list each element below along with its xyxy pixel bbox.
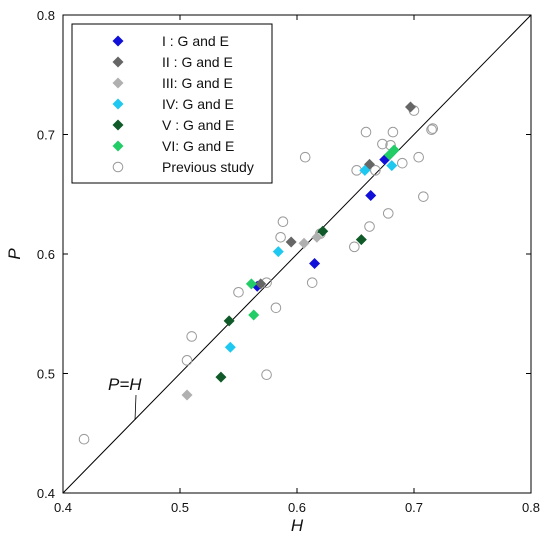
previous-study-point [370,165,381,176]
previous-study-point [377,138,388,150]
data-point [223,315,235,327]
previous-study-point [387,126,399,138]
legend-marker [112,119,124,131]
legend: I : G and E II : G and E III: G and E IV: G… [71,23,273,184]
data-point [388,144,400,156]
previous-study-point [413,151,424,163]
data-point [309,258,321,270]
data-point [317,225,329,237]
previous-study-point [364,221,375,232]
previous-study-point [306,277,318,288]
previous-study-point [78,433,90,445]
series-group [215,225,367,383]
previous-study-point [382,208,394,219]
previous-study-point [397,157,408,169]
legend-label: V : G and E [162,117,234,133]
y-tick-label: 0.7 [37,128,55,143]
legend-marker [112,56,124,68]
legend-label: VI: G and E [162,138,234,154]
data-point [255,278,267,290]
reference-line [62,14,532,494]
previous-study-point [426,124,437,136]
data-point [298,237,310,249]
data-point [359,164,371,176]
y-tick-label: 0.8 [37,8,55,23]
previous-study-point [261,369,272,380]
previous-study-point [270,302,282,314]
reference-label-leader [134,394,137,421]
data-point [272,246,284,258]
previous-study-point [277,216,289,228]
x-tick-label: 0.5 [171,500,189,515]
data-point [355,234,367,246]
legend-label: IV: G and E [162,96,234,112]
legend-box [71,23,273,184]
data-point [245,278,257,290]
data-point [248,309,260,321]
legend-marker [112,35,124,47]
x-tick-label: 0.6 [288,500,306,515]
data-point [224,341,236,353]
previous-study-point [233,286,244,298]
reference-line-label: P=H [108,375,142,394]
previous-study-point [186,331,197,342]
y-axis-title: P [5,248,24,260]
data-point [181,389,193,401]
data-point [311,231,323,243]
y-tick-label: 0.6 [37,247,55,262]
legend-label: I : G and E [162,33,229,49]
legend-label: II : G and E [162,54,233,70]
series-group [255,101,416,290]
legend-label: III: G and E [162,75,233,91]
data-point [386,160,398,172]
legend-marker [112,140,124,152]
data-point [285,236,297,248]
series-group [181,231,323,401]
previous-study-point [299,151,311,163]
data-points [78,101,439,445]
data-point [404,101,416,113]
legend-label: Previous study [162,159,254,175]
x-tick-label: 0.8 [522,500,540,515]
x-axis-title: H [291,516,304,535]
legend-marker [112,98,124,110]
legend-marker [112,77,124,89]
y-tick-label: 0.5 [37,367,55,382]
series-group [78,105,439,445]
previous-study-point [349,241,360,253]
previous-study-point [181,355,193,366]
x-tick-label: 0.7 [405,500,423,515]
axis-ticks: 0.4 0.5 0.6 0.7 0.8 0.4 0.5 0.6 0.7 0.8 [37,8,540,515]
previous-study-point [275,231,286,243]
previous-study-point [418,191,429,202]
legend-marker [112,161,124,173]
x-tick-label: 0.4 [54,500,72,515]
previous-study-point [360,126,372,138]
previous-study-point [427,123,439,134]
y-tick-label: 0.4 [37,486,55,501]
data-point [365,189,377,201]
data-point [215,371,227,383]
series-group [224,160,398,353]
series-group [245,144,400,321]
